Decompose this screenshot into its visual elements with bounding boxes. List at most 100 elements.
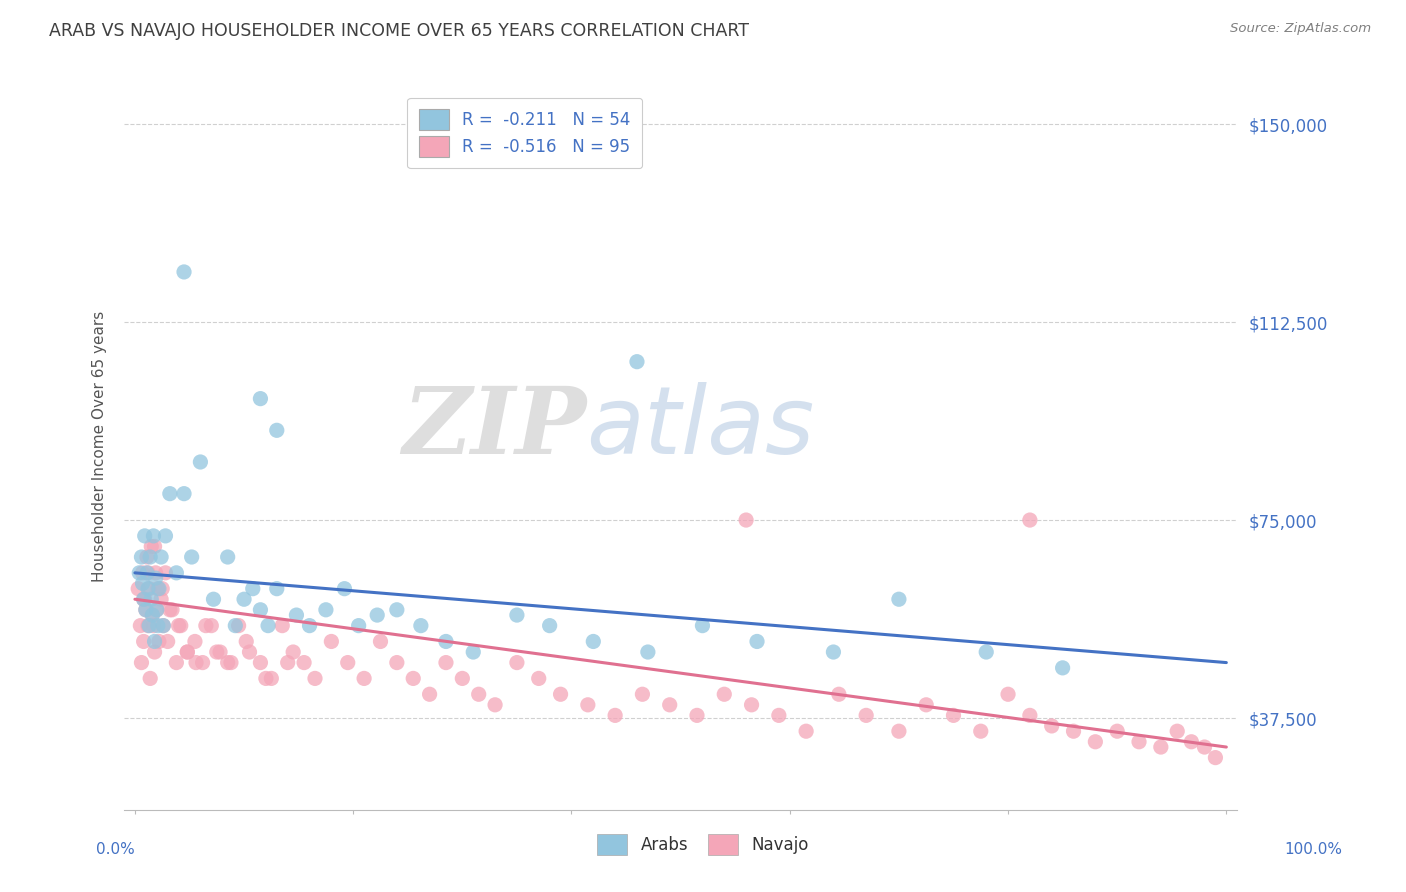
Point [131,549,153,564]
Point [145,603,167,617]
Point [132,634,155,648]
Point [686,708,709,723]
Y-axis label: Householder Income Over 65 years: Householder Income Over 65 years [93,310,107,582]
Text: ZIP: ZIP [402,383,586,473]
Point [150,549,173,564]
Text: 100.0%: 100.0% [1285,842,1343,856]
Point [385,603,408,617]
Point [260,672,283,686]
Point [467,687,489,701]
Point [190,455,212,469]
Point [139,672,162,686]
Point [142,618,165,632]
Point [370,634,392,648]
Point [159,603,181,617]
Point [637,645,659,659]
Point [768,708,790,723]
Legend: Arabs, Navajo: Arabs, Navajo [591,828,815,862]
Point [692,618,714,632]
Point [138,582,160,596]
Text: atlas: atlas [586,383,814,474]
Point [1166,724,1188,739]
Point [1084,735,1107,749]
Point [434,656,457,670]
Point [713,687,735,701]
Point [292,656,315,670]
Point [271,618,294,632]
Point [242,582,264,596]
Point [626,354,648,368]
Point [152,618,174,632]
Point [550,687,572,701]
Point [582,634,605,648]
Legend: R =  -0.211   N = 54, R =  -0.516   N = 95: R = -0.211 N = 54, R = -0.516 N = 95 [408,97,643,169]
Point [1204,750,1226,764]
Point [887,592,910,607]
Point [735,513,758,527]
Point [321,634,343,648]
Point [141,540,163,554]
Point [347,618,370,632]
Point [249,656,271,670]
Point [527,672,550,686]
Point [1018,708,1040,723]
Point [143,540,166,554]
Point [138,618,160,632]
Point [141,608,163,623]
Point [145,571,167,585]
Point [1107,724,1129,739]
Point [148,634,170,648]
Point [155,529,177,543]
Point [997,687,1019,701]
Point [131,576,153,591]
Point [605,708,627,723]
Point [419,687,441,701]
Point [887,724,910,739]
Point [156,634,179,648]
Point [129,618,152,632]
Point [205,645,228,659]
Point [249,603,271,617]
Point [385,656,408,670]
Point [1194,739,1216,754]
Point [538,618,561,632]
Point [148,582,170,596]
Point [1128,735,1150,749]
Point [266,423,288,437]
Point [135,603,157,617]
Point [136,566,159,580]
Point [132,592,155,607]
Point [1063,724,1085,739]
Point [127,582,149,596]
Point [170,618,193,632]
Point [823,645,845,659]
Point [484,698,506,712]
Point [217,549,239,564]
Point [142,529,165,543]
Text: ARAB VS NAVAJO HOUSEHOLDER INCOME OVER 65 YEARS CORRELATION CHART: ARAB VS NAVAJO HOUSEHOLDER INCOME OVER 6… [49,22,749,40]
Point [136,582,159,596]
Point [131,656,153,670]
Text: Source: ZipAtlas.com: Source: ZipAtlas.com [1230,22,1371,36]
Point [136,618,159,632]
Point [176,645,198,659]
Point [915,698,938,712]
Point [173,265,195,279]
Point [139,549,162,564]
Point [191,656,214,670]
Point [235,634,257,648]
Point [155,566,177,580]
Point [160,603,183,617]
Point [184,634,207,648]
Point [304,672,326,686]
Point [176,645,198,659]
Point [353,672,375,686]
Point [167,618,190,632]
Point [219,656,242,670]
Point [298,618,321,632]
Point [150,592,173,607]
Point [794,724,817,739]
Point [145,603,167,617]
Point [173,486,195,500]
Point [165,656,187,670]
